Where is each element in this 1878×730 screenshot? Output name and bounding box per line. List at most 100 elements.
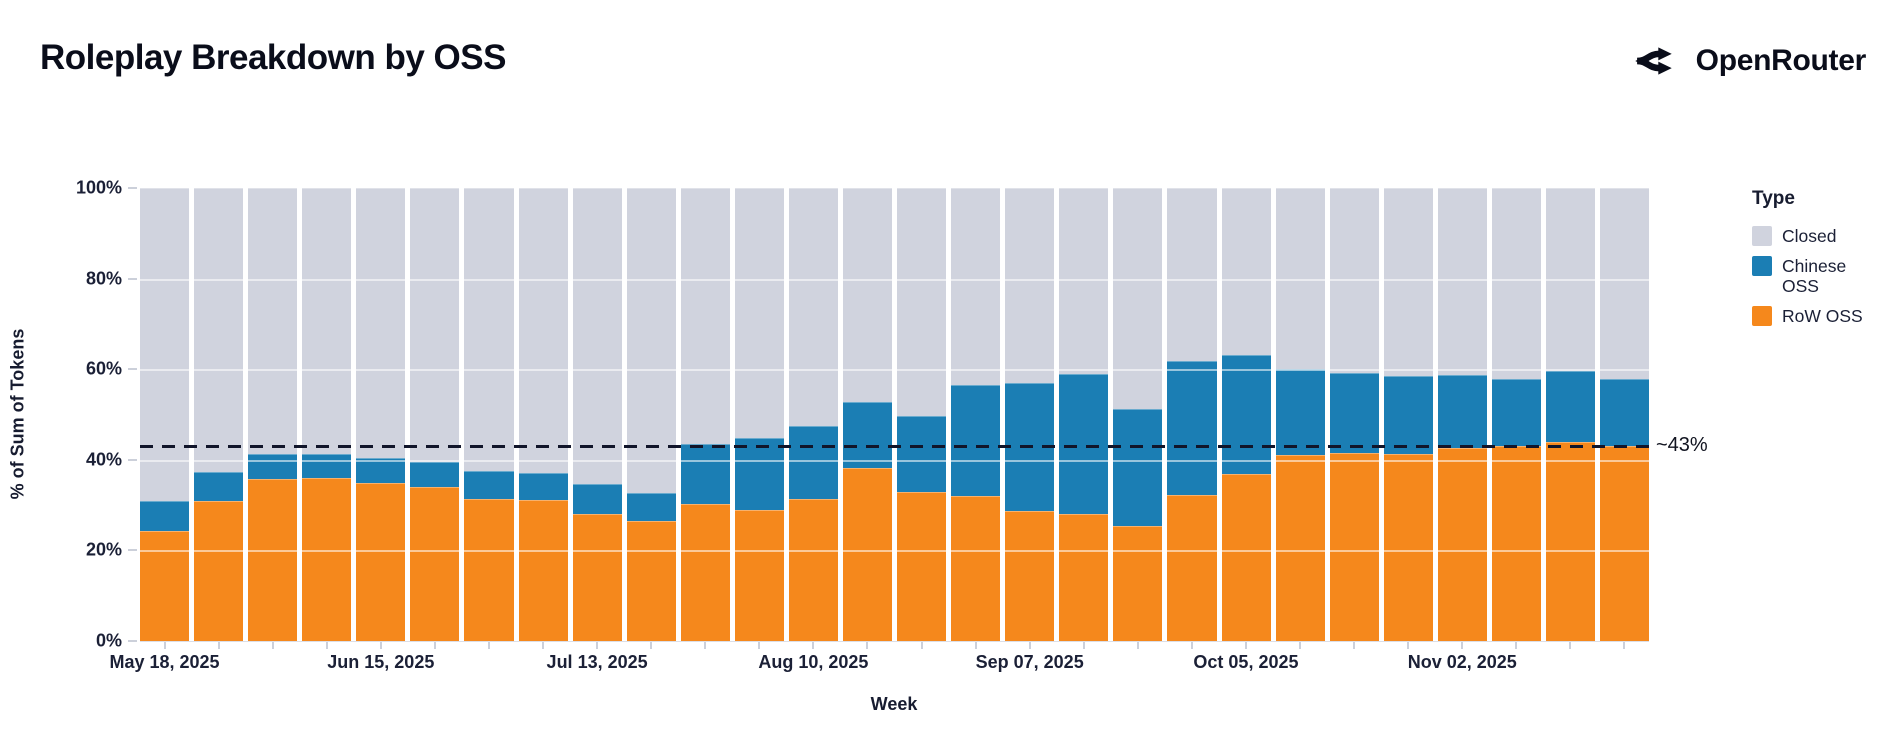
segment-chinese-oss[interactable]: [248, 453, 298, 479]
bar-week-5[interactable]: [356, 188, 406, 641]
segment-chinese-oss[interactable]: [1383, 375, 1433, 454]
segment-row-oss[interactable]: [626, 520, 676, 642]
segment-chinese-oss[interactable]: [951, 384, 1001, 496]
bar-week-10[interactable]: [626, 188, 676, 642]
segment-row-oss[interactable]: [734, 509, 784, 641]
bar-week-27[interactable]: [1546, 188, 1596, 641]
segment-closed[interactable]: [302, 188, 352, 454]
segment-closed[interactable]: [951, 188, 1001, 385]
segment-closed[interactable]: [1005, 188, 1055, 383]
segment-row-oss[interactable]: [1167, 494, 1217, 641]
segment-chinese-oss[interactable]: [302, 453, 352, 478]
segment-row-oss[interactable]: [572, 514, 622, 641]
segment-closed[interactable]: [1491, 188, 1542, 379]
legend-item-closed[interactable]: Closed: [1752, 226, 1874, 246]
bar-week-13[interactable]: [788, 188, 839, 641]
segment-closed[interactable]: [1059, 188, 1109, 374]
segment-closed[interactable]: [464, 188, 514, 471]
segment-chinese-oss[interactable]: [572, 484, 622, 514]
bar-week-23[interactable]: [1329, 188, 1379, 641]
segment-row-oss[interactable]: [788, 498, 839, 641]
bar-week-2[interactable]: [194, 188, 244, 641]
legend-item-row-oss[interactable]: RoW OSS: [1752, 306, 1874, 327]
segment-chinese-oss[interactable]: [1167, 360, 1217, 495]
legend-item-chinese-oss[interactable]: Chinese OSS: [1752, 256, 1874, 296]
segment-row-oss[interactable]: [410, 487, 460, 641]
segment-closed[interactable]: [356, 188, 406, 459]
segment-row-oss[interactable]: [518, 500, 568, 641]
bar-week-19[interactable]: [1113, 188, 1163, 641]
segment-row-oss[interactable]: [356, 482, 406, 641]
segment-chinese-oss[interactable]: [1329, 373, 1379, 453]
segment-closed[interactable]: [734, 188, 784, 439]
segment-chinese-oss[interactable]: [356, 458, 406, 483]
segment-closed[interactable]: [788, 188, 839, 426]
segment-row-oss[interactable]: [1491, 446, 1542, 641]
segment-closed[interactable]: [1113, 188, 1163, 409]
segment-row-oss[interactable]: [194, 500, 244, 641]
segment-chinese-oss[interactable]: [1113, 408, 1163, 526]
bar-week-28[interactable]: [1600, 188, 1650, 641]
segment-chinese-oss[interactable]: [843, 401, 893, 469]
bar-week-16[interactable]: [951, 188, 1001, 641]
segment-row-oss[interactable]: [897, 492, 947, 641]
segment-row-oss[interactable]: [1005, 510, 1055, 641]
segment-row-oss[interactable]: [1059, 513, 1109, 641]
segment-chinese-oss[interactable]: [1059, 373, 1109, 514]
segment-chinese-oss[interactable]: [1546, 371, 1596, 442]
segment-row-oss[interactable]: [951, 496, 1001, 641]
segment-row-oss[interactable]: [302, 478, 352, 641]
bar-week-24[interactable]: [1383, 188, 1433, 641]
segment-closed[interactable]: [248, 188, 298, 454]
segment-closed[interactable]: [843, 188, 893, 402]
segment-chinese-oss[interactable]: [626, 493, 676, 521]
segment-closed[interactable]: [572, 188, 622, 485]
segment-closed[interactable]: [1600, 188, 1650, 380]
bar-week-12[interactable]: [734, 188, 784, 641]
segment-closed[interactable]: [194, 188, 244, 472]
segment-closed[interactable]: [140, 188, 190, 502]
segment-chinese-oss[interactable]: [1275, 369, 1325, 456]
segment-row-oss[interactable]: [140, 531, 190, 641]
segment-row-oss[interactable]: [1600, 445, 1650, 641]
bar-week-4[interactable]: [302, 188, 352, 641]
bar-week-11[interactable]: [680, 188, 730, 641]
segment-chinese-oss[interactable]: [1221, 354, 1271, 474]
segment-closed[interactable]: [897, 188, 947, 417]
segment-row-oss[interactable]: [1329, 452, 1379, 641]
segment-chinese-oss[interactable]: [140, 501, 190, 532]
segment-chinese-oss[interactable]: [410, 462, 460, 487]
bar-week-26[interactable]: [1491, 188, 1542, 641]
bar-week-25[interactable]: [1437, 188, 1487, 641]
segment-chinese-oss[interactable]: [788, 425, 839, 499]
segment-closed[interactable]: [410, 188, 460, 463]
bar-week-1[interactable]: [140, 188, 190, 641]
segment-row-oss[interactable]: [248, 478, 298, 642]
bar-week-18[interactable]: [1059, 188, 1109, 641]
bar-week-6[interactable]: [410, 188, 460, 641]
bar-week-7[interactable]: [464, 188, 514, 641]
segment-row-oss[interactable]: [1383, 453, 1433, 641]
segment-closed[interactable]: [626, 188, 676, 494]
bar-week-17[interactable]: [1005, 188, 1055, 641]
segment-closed[interactable]: [680, 188, 730, 444]
bar-week-15[interactable]: [897, 188, 947, 641]
segment-row-oss[interactable]: [1546, 442, 1596, 641]
segment-row-oss[interactable]: [843, 468, 893, 641]
segment-closed[interactable]: [518, 188, 568, 473]
segment-closed[interactable]: [1437, 188, 1487, 376]
bar-week-21[interactable]: [1221, 188, 1271, 641]
bar-week-22[interactable]: [1275, 188, 1325, 641]
bar-week-3[interactable]: [248, 188, 298, 642]
segment-chinese-oss[interactable]: [734, 438, 784, 510]
bar-week-14[interactable]: [843, 188, 893, 641]
bar-week-8[interactable]: [518, 188, 568, 641]
bar-week-9[interactable]: [572, 188, 622, 641]
segment-row-oss[interactable]: [1437, 448, 1487, 641]
segment-row-oss[interactable]: [680, 503, 730, 641]
segment-chinese-oss[interactable]: [680, 443, 730, 504]
segment-row-oss[interactable]: [464, 499, 514, 641]
segment-chinese-oss[interactable]: [518, 472, 568, 501]
segment-chinese-oss[interactable]: [1600, 379, 1650, 446]
segment-closed[interactable]: [1221, 188, 1271, 355]
